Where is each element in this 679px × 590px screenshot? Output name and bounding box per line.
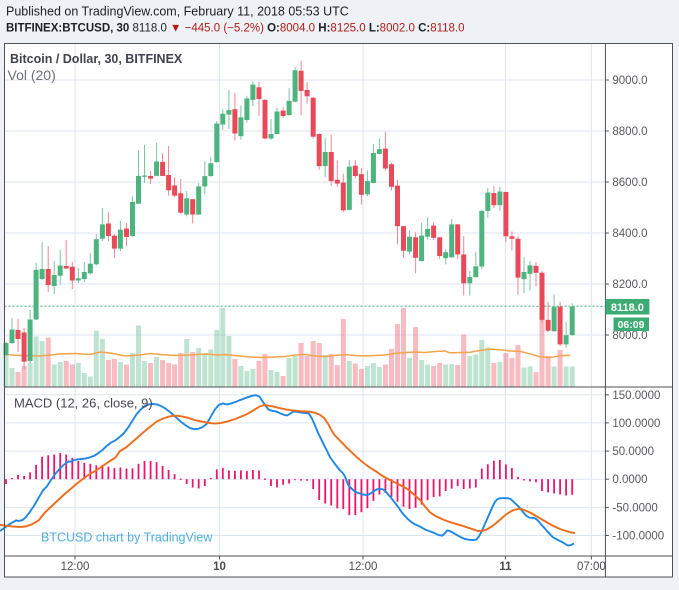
svg-text:07:00: 07:00: [577, 561, 606, 573]
svg-text:06:09: 06:09: [618, 319, 645, 331]
svg-text:0.0000: 0.0000: [612, 474, 647, 486]
svg-text:8200.0: 8200.0: [612, 279, 647, 291]
svg-text:8400.0: 8400.0: [612, 228, 647, 240]
svg-text:Vol (20): Vol (20): [8, 67, 56, 83]
svg-text:10: 10: [213, 561, 226, 573]
svg-text:50.0000: 50.0000: [612, 446, 654, 458]
svg-text:MACD (12, 26, close, 9): MACD (12, 26, close, 9): [14, 396, 153, 411]
svg-text:11: 11: [499, 561, 512, 573]
svg-text:8600.0: 8600.0: [612, 177, 647, 189]
svg-text:150.0000: 150.0000: [612, 390, 660, 402]
svg-text:12:00: 12:00: [349, 561, 378, 573]
svg-text:12:00: 12:00: [61, 561, 90, 573]
svg-text:8800.0: 8800.0: [612, 126, 647, 138]
svg-text:100.0000: 100.0000: [612, 418, 660, 430]
svg-text:-100.0000: -100.0000: [612, 531, 664, 543]
svg-text:9000.0: 9000.0: [612, 75, 647, 87]
svg-text:8118.0: 8118.0: [611, 302, 644, 314]
svg-text:BTCUSD chart by TradingView: BTCUSD chart by TradingView: [41, 531, 213, 545]
svg-text:BITFINEX:BTCUSD, 30 8118.0 ▼ −: BITFINEX:BTCUSD, 30 8118.0 ▼ −445.0 (−5.…: [6, 23, 465, 35]
svg-text:-50.0000: -50.0000: [612, 502, 657, 514]
svg-text:Published on TradingView.com,: Published on TradingView.com, February 1…: [6, 5, 349, 19]
svg-text:Bitcoin / Dollar, 30, BITFINEX: Bitcoin / Dollar, 30, BITFINEX: [10, 52, 183, 66]
svg-text:8000.0: 8000.0: [612, 330, 647, 342]
